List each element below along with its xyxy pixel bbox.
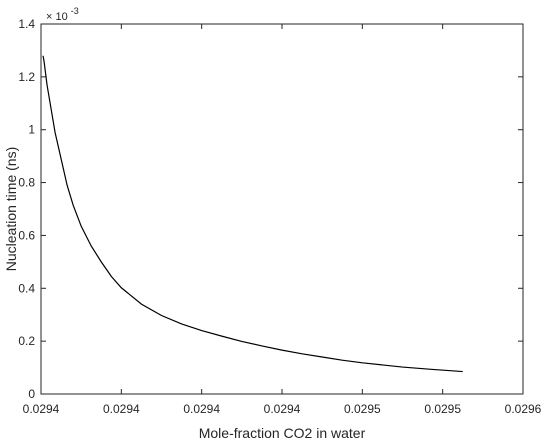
x-tick-label-5: 0.0295	[424, 402, 461, 416]
x-tick-label-6: 0.0296	[505, 402, 542, 416]
y-tick-label-4: 0.8	[18, 176, 35, 190]
y-axis-tick-labels: 0 0.2 0.4 0.6 0.8 1 1.2 1.4	[18, 17, 35, 401]
y-tick-label-3: 0.6	[18, 228, 35, 242]
x-tick-label-4: 0.0295	[344, 402, 381, 416]
plot-area	[41, 24, 523, 394]
y-axis-exponent-base: × 10	[46, 11, 68, 23]
x-axis-label: Mole-fraction CO2 in water	[199, 425, 366, 441]
y-tick-label-5: 1	[28, 123, 35, 137]
y-tick-label-6: 1.2	[18, 70, 35, 84]
x-tick-label-0: 0.0294	[23, 402, 60, 416]
plot-frame	[40, 23, 524, 395]
x-axis-tick-labels: 0.0294 0.0294 0.0294 0.0294 0.0295 0.0295 0.02…	[23, 402, 542, 416]
series-line-0	[42, 55, 463, 373]
x-tick-label-3: 0.0294	[264, 402, 301, 416]
series-layer	[42, 55, 463, 373]
y-axis-exponent-power: -3	[71, 6, 79, 16]
y-axis-exponent: × 10 -3	[46, 6, 79, 23]
y-tick-label-0: 0	[28, 387, 35, 401]
y-axis-label: Nucleation time (ns)	[3, 147, 19, 272]
y-tick-label-7: 1.4	[18, 17, 35, 31]
x-tick-label-1: 0.0294	[103, 402, 140, 416]
y-tick-label-2: 0.4	[18, 281, 35, 295]
y-tick-label-1: 0.2	[18, 334, 35, 348]
x-tick-label-2: 0.0294	[183, 402, 220, 416]
